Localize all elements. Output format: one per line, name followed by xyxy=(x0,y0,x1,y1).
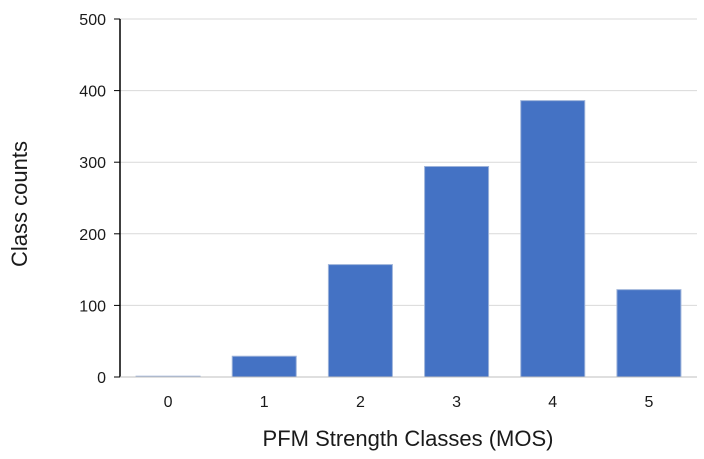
x-axis-title: PFM Strength Classes (MOS) xyxy=(263,426,554,451)
y-tick-label: 100 xyxy=(79,298,106,315)
bar-2 xyxy=(327,264,393,378)
y-tick-label: 300 xyxy=(79,155,106,172)
x-tick-label: 5 xyxy=(644,394,653,411)
x-tick-labels: 0 1 2 3 4 5 xyxy=(164,394,654,411)
y-tick-label: 400 xyxy=(79,84,106,101)
y-tick-label: 500 xyxy=(79,12,106,29)
axes xyxy=(119,19,697,378)
bar-3 xyxy=(424,165,490,378)
bars xyxy=(135,100,682,378)
bar-1 xyxy=(231,355,297,378)
y-tick-labels: 0 100 200 300 400 500 xyxy=(79,12,106,387)
y-tick-label: 0 xyxy=(97,370,106,387)
x-tick-label: 2 xyxy=(356,394,365,411)
x-tick-label: 3 xyxy=(452,394,461,411)
bar-4 xyxy=(520,100,586,378)
y-tick-label: 200 xyxy=(79,227,106,244)
x-tick-label: 4 xyxy=(548,394,557,411)
x-tick-label: 0 xyxy=(164,394,173,411)
x-tick-label: 1 xyxy=(260,394,269,411)
bar-5 xyxy=(616,289,682,378)
y-axis-title: Class counts xyxy=(7,141,32,267)
gridlines xyxy=(114,18,697,378)
